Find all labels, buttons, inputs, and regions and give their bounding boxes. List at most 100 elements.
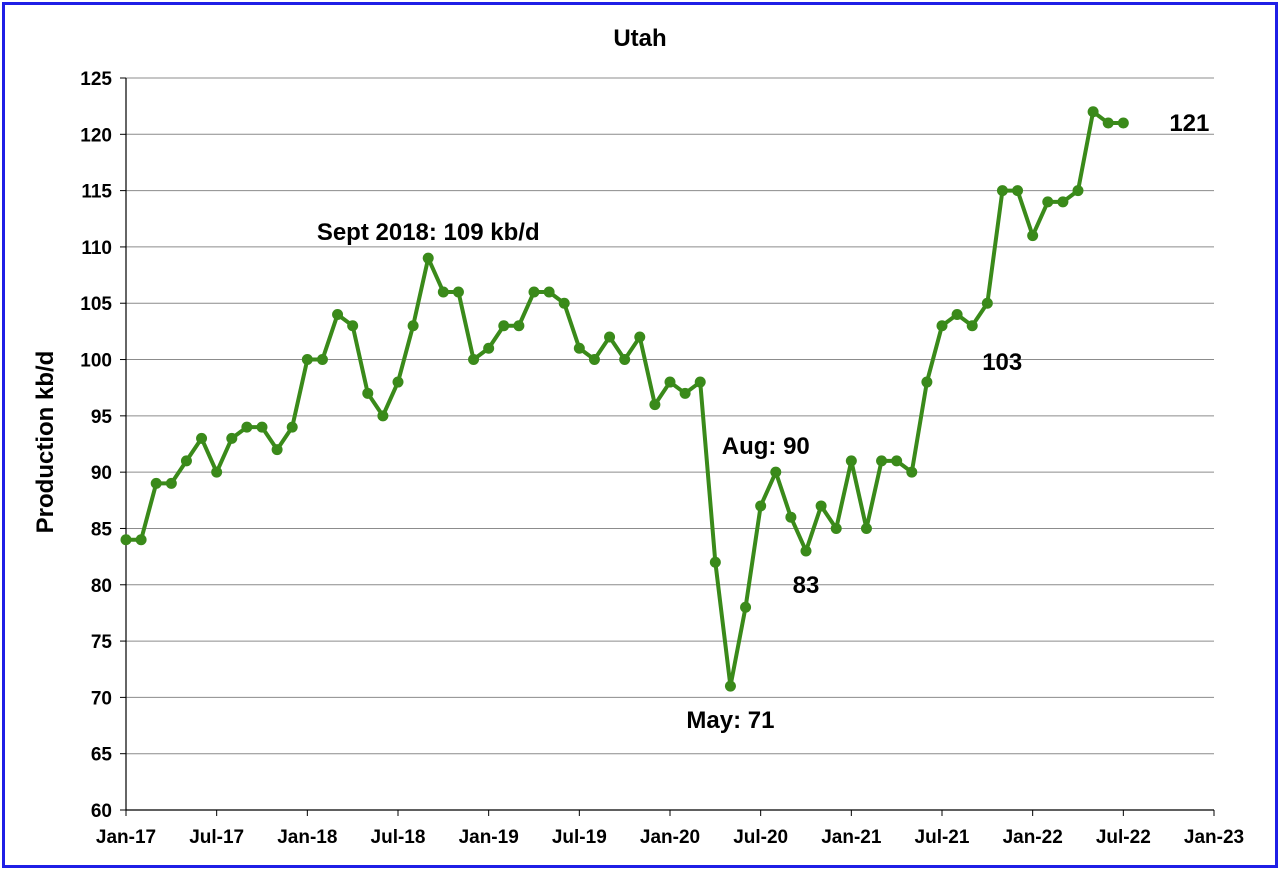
data-point (483, 342, 495, 354)
data-point (996, 185, 1008, 197)
data-point (377, 410, 389, 422)
annotations: Sept 2018: 109 kb/d Aug: 90 83 May: 71 103 12… (317, 110, 1210, 734)
x-tick-label: Jan-21 (821, 827, 882, 848)
data-point (981, 297, 993, 309)
y-tick-label: 70 (91, 688, 112, 709)
data-point (211, 466, 223, 478)
data-point (740, 601, 752, 613)
x-tick-label: Jul-21 (915, 827, 970, 848)
data-point (120, 534, 132, 546)
data-point (362, 387, 374, 399)
y-tick-label: 65 (91, 745, 113, 766)
data-point (513, 320, 525, 332)
data-point (241, 421, 253, 433)
annotation-label: Aug: 90 (722, 433, 810, 460)
data-point (422, 252, 434, 264)
data-point (196, 432, 208, 444)
data-point (286, 421, 298, 433)
data-point (876, 455, 888, 467)
data-point (316, 354, 328, 366)
data-point (891, 455, 903, 467)
data-point (604, 331, 616, 343)
data-point (407, 320, 419, 332)
data-point (724, 680, 736, 692)
data-point (543, 286, 555, 298)
data-point (135, 534, 147, 546)
data-point (226, 432, 238, 444)
y-axis-label: Production kb/d (32, 351, 59, 534)
y-tick-label: 125 (80, 69, 112, 90)
y-tick-label: 105 (80, 294, 112, 315)
data-point (468, 354, 480, 366)
y-tick-label: 110 (81, 238, 112, 259)
data-point (649, 399, 661, 411)
data-point (347, 320, 359, 332)
data-point (830, 522, 842, 534)
data-point (528, 286, 540, 298)
data-point (1027, 230, 1039, 242)
data-point (1117, 117, 1129, 129)
data-point (180, 455, 192, 467)
series-production (120, 106, 1129, 692)
x-tick-label: Jul-20 (733, 827, 788, 848)
data-point (1057, 196, 1069, 208)
x-tick-label: Jan-23 (1184, 827, 1244, 848)
data-point (1102, 117, 1114, 129)
x-tick-label: Jul-17 (189, 827, 244, 848)
chart-title: Utah (613, 25, 666, 52)
y-tick-label: 90 (91, 463, 112, 484)
gridlines (126, 77, 1214, 755)
data-point (770, 466, 782, 478)
data-point (1072, 185, 1084, 197)
data-point (921, 376, 933, 388)
data-point (437, 286, 449, 298)
data-point (785, 511, 797, 523)
data-point (694, 376, 706, 388)
data-point (452, 286, 464, 298)
data-point (664, 376, 676, 388)
data-point (150, 477, 162, 489)
x-tick-labels: Jan-17 Jul-17 Jan-18 Jul-18 Jan-19 Jul-19 Jan-… (96, 827, 1244, 848)
data-point (951, 308, 963, 320)
data-point (1087, 106, 1099, 118)
data-point (709, 556, 721, 568)
x-tick-label: Jan-18 (277, 827, 337, 848)
x-tick-label: Jan-17 (96, 827, 156, 848)
series-line (126, 109, 1124, 689)
annotation-label: 103 (982, 349, 1022, 376)
data-point (966, 320, 978, 332)
y-tick-label: 80 (91, 576, 112, 597)
data-point (815, 500, 827, 512)
data-point (498, 320, 510, 332)
data-point (619, 354, 631, 366)
x-tick-label: Jan-19 (459, 827, 519, 848)
data-point (301, 354, 313, 366)
annotation-label: Sept 2018: 109 kb/d (317, 219, 540, 246)
annotation-label: 83 (793, 572, 820, 599)
y-tick-labels: 60 65 70 75 80 85 90 95 100 105 110 115 120 125 (80, 69, 112, 822)
data-point (906, 466, 918, 478)
data-point (558, 297, 570, 309)
data-point (392, 376, 404, 388)
data-point (800, 545, 812, 557)
annotation-label: May: 71 (686, 707, 774, 734)
data-point (1012, 185, 1024, 197)
x-tick-label: Jul-18 (371, 827, 426, 848)
annotation-label: 121 (1169, 110, 1209, 137)
y-tick-label: 95 (91, 407, 113, 428)
data-point (755, 500, 767, 512)
y-tick-label: 85 (91, 519, 113, 540)
data-point (573, 342, 585, 354)
data-point (165, 477, 177, 489)
data-point (936, 320, 948, 332)
axes (120, 77, 1215, 816)
data-point (845, 455, 857, 467)
data-point (256, 421, 268, 433)
y-tick-label: 120 (80, 125, 112, 146)
y-tick-label: 115 (81, 182, 112, 203)
data-point (679, 387, 691, 399)
y-tick-label: 60 (91, 801, 112, 822)
x-tick-label: Jan-22 (1003, 827, 1063, 848)
